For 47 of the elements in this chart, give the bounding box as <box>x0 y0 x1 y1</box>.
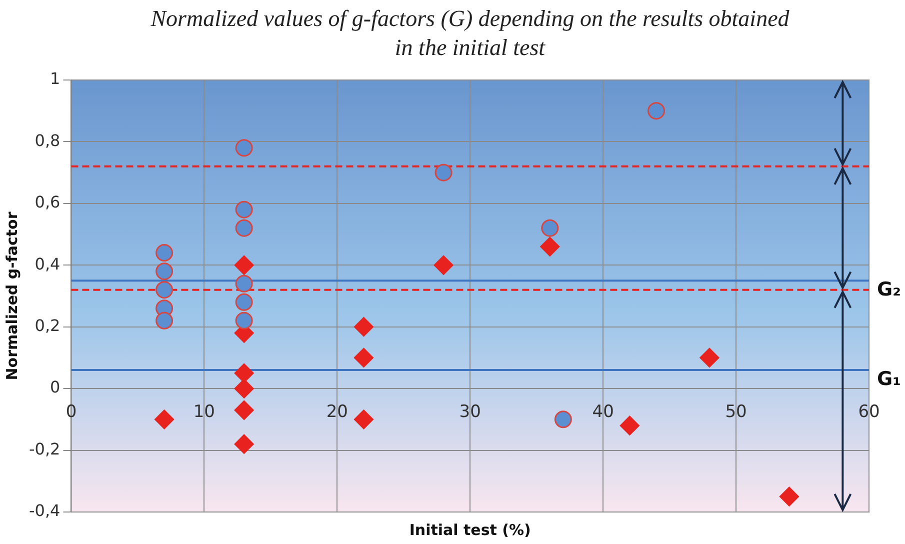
point <box>156 244 174 262</box>
point <box>620 416 640 436</box>
point <box>156 312 174 330</box>
point <box>235 200 253 218</box>
point <box>235 139 253 157</box>
y-tick-label: 0,4 <box>34 254 60 274</box>
point <box>235 219 253 237</box>
point <box>354 317 374 337</box>
point <box>700 348 720 368</box>
y-tick-label: 0,6 <box>34 192 60 212</box>
point <box>235 293 253 311</box>
x-tick-label: 30 <box>459 402 481 422</box>
x-tick-label: 40 <box>592 402 614 422</box>
x-tick-label: 50 <box>725 402 747 422</box>
point <box>234 255 254 275</box>
point <box>540 236 560 256</box>
y-tick-label: -0,2 <box>29 439 60 458</box>
y-tick-label: 0,8 <box>34 130 60 150</box>
point <box>354 410 374 430</box>
point <box>234 400 254 420</box>
ref-line-label: G₁ <box>877 368 901 390</box>
point <box>648 102 666 120</box>
point <box>779 486 799 506</box>
point <box>234 434 254 454</box>
chart-title: Normalized values of g-factors (G) depending on the results obtained in the initial test <box>150 5 790 62</box>
y-tick-label: -0,4 <box>29 501 60 520</box>
y-tick-label: 0,2 <box>34 316 60 336</box>
y-tick-label: 0 <box>50 378 60 397</box>
point <box>434 164 452 182</box>
y-axis-title: Normalized g-factor <box>2 211 21 380</box>
point <box>235 274 253 292</box>
y-tick-label: 1 <box>50 69 60 88</box>
point <box>235 312 253 330</box>
point <box>156 281 174 299</box>
point <box>554 410 572 428</box>
ref-line-label: G₂ <box>877 278 901 301</box>
point <box>156 262 174 280</box>
point <box>354 348 374 368</box>
x-tick-label: 60 <box>858 402 880 422</box>
point <box>541 219 559 237</box>
x-tick-label: 20 <box>326 402 348 422</box>
point <box>234 363 254 383</box>
point <box>234 378 254 398</box>
x-tick-label: 10 <box>193 402 216 422</box>
point <box>434 255 454 275</box>
x-axis-title: Initial test (%) <box>409 520 531 539</box>
point <box>154 410 174 430</box>
